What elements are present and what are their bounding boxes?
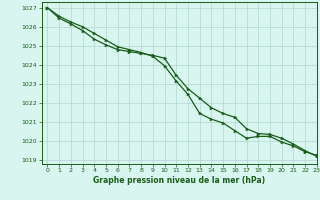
X-axis label: Graphe pression niveau de la mer (hPa): Graphe pression niveau de la mer (hPa) bbox=[93, 176, 265, 185]
